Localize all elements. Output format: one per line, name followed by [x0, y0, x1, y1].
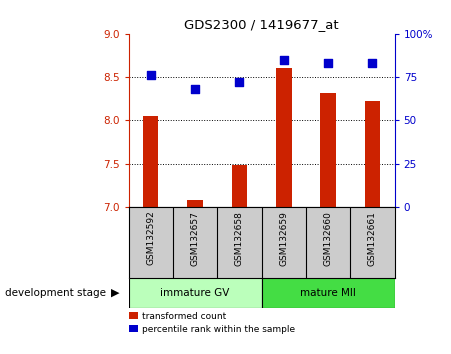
Text: mature MII: mature MII [300, 288, 356, 298]
Bar [232, 165, 247, 207]
Text: GSM132592: GSM132592 [146, 211, 155, 266]
Text: ▶: ▶ [111, 288, 119, 298]
Text: GSM132658: GSM132658 [235, 211, 244, 266]
Text: GSM132657: GSM132657 [191, 211, 199, 266]
Point [369, 60, 376, 66]
Bar [320, 93, 336, 207]
Bar [276, 68, 291, 207]
Point [280, 57, 287, 63]
Bar [262, 278, 395, 308]
Text: immature GV: immature GV [161, 288, 230, 298]
Text: development stage: development stage [5, 288, 106, 298]
Text: GSM132660: GSM132660 [324, 211, 332, 266]
Bar [129, 278, 262, 308]
Title: GDS2300 / 1419677_at: GDS2300 / 1419677_at [184, 18, 339, 31]
Bar [365, 101, 380, 207]
Point [236, 79, 243, 85]
Point [325, 60, 332, 66]
Point [147, 73, 154, 78]
Bar [187, 200, 203, 207]
Text: GSM132661: GSM132661 [368, 211, 377, 266]
Point [191, 86, 198, 92]
Bar [143, 116, 158, 207]
Text: GSM132659: GSM132659 [279, 211, 288, 266]
Legend: transformed count, percentile rank within the sample: transformed count, percentile rank withi… [129, 312, 295, 334]
